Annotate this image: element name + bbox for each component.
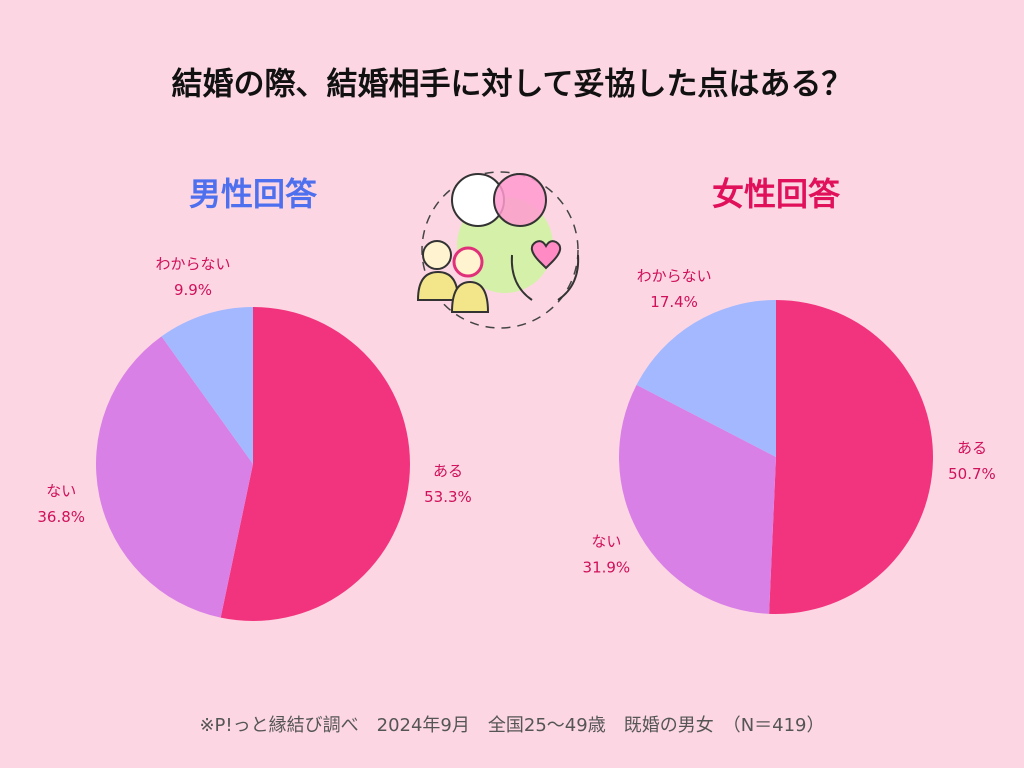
slice-value-label: 53.3% <box>424 488 472 506</box>
slice-category-label: ない <box>46 482 76 500</box>
slice-value-label: 50.7% <box>948 465 996 483</box>
pie-slice <box>220 307 411 621</box>
chart-title: 男性回答 <box>189 175 318 213</box>
pie-slice <box>769 300 934 614</box>
pie-slice <box>161 307 253 464</box>
slice-value-label: 9.9% <box>174 281 212 299</box>
slice-value-label: 36.8% <box>37 508 85 526</box>
slice-category-label: わからない <box>156 255 231 273</box>
page-title: 結婚の際、結婚相手に対して妥協した点はある？ <box>171 67 852 103</box>
slice-category-label: ある <box>957 439 987 457</box>
slice-category-label: わからない <box>637 267 712 285</box>
footnote: ※P!っと縁結び調べ 2024年9月 全国25～49歳 既婚の男女 （N＝419… <box>199 715 824 736</box>
slice-category-label: ある <box>433 462 463 480</box>
slice-category-label: ない <box>591 533 621 551</box>
icon <box>416 171 580 329</box>
chart-title: 女性回答 <box>712 175 841 213</box>
slice-value-label: 17.4% <box>650 293 698 311</box>
pie-slice <box>618 384 776 614</box>
slice-value-label: 31.9% <box>583 559 631 577</box>
pie-slice <box>636 300 776 457</box>
pie-slice <box>95 336 253 618</box>
